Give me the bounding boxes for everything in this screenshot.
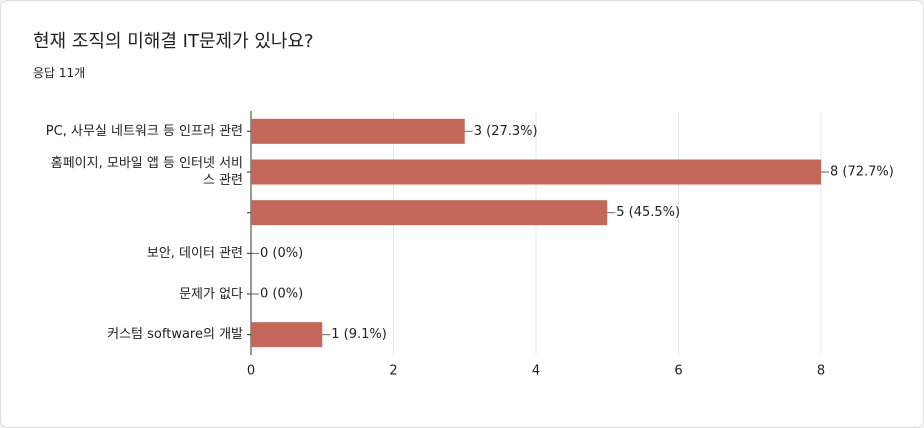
x-tick-label: 0 — [247, 364, 255, 379]
y-tick-label: 커스텀 software의 개발 — [107, 327, 243, 343]
y-tick-label: 문제가 없다 — [179, 286, 243, 302]
x-tick-label: 6 — [674, 364, 682, 379]
x-tick-label: 4 — [532, 364, 540, 379]
y-tick-label: 보안, 데이터 관련 — [146, 245, 243, 261]
value-label: 5 (45.5%) — [616, 205, 680, 220]
value-label: 1 (9.1%) — [331, 327, 387, 342]
bar — [251, 200, 608, 226]
value-label: 8 (72.7%) — [830, 165, 894, 180]
bar — [251, 118, 465, 144]
chart-subtitle: 응답 11개 — [33, 66, 86, 80]
x-tick-label: 8 — [817, 364, 825, 379]
y-tick-label: PC, 사무실 네트워크 등 인프라 관련 — [45, 123, 243, 139]
y-tick-label: 홈페이지, 모바일 앱 등 인터넷 서비스 관련 — [50, 156, 243, 188]
value-label: 0 (0%) — [260, 287, 303, 302]
value-label: 0 (0%) — [260, 246, 303, 261]
bar — [251, 159, 821, 185]
value-label: 3 (27.3%) — [474, 124, 538, 139]
chart-title: 현재 조직의 미해결 IT문제가 있나요? — [33, 31, 314, 52]
x-tick-label: 2 — [389, 364, 397, 379]
bar — [251, 322, 323, 348]
